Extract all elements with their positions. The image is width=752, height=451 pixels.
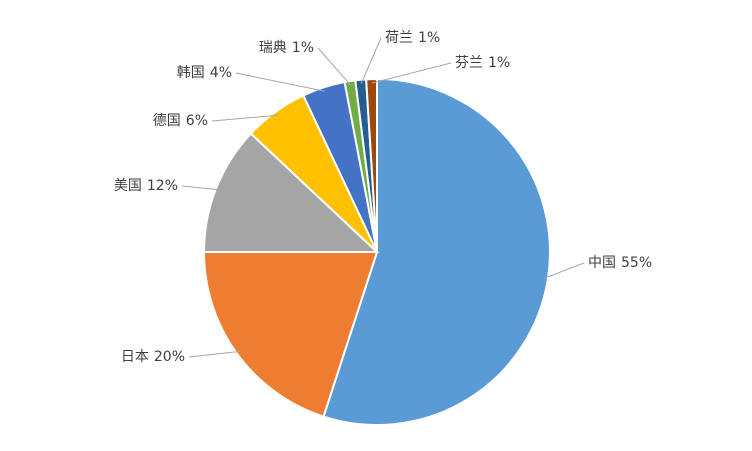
category-label: 日本: [121, 349, 149, 365]
category-label: 荷兰: [385, 30, 413, 46]
category-label: 德国: [153, 113, 181, 129]
leader-line: [371, 62, 452, 84]
value-label: 20%: [154, 349, 185, 365]
data-label: 美国 12%: [114, 178, 178, 194]
pie-slice: [322, 77, 551, 426]
value-label: 4%: [210, 65, 232, 81]
value-label: 1%: [292, 40, 314, 56]
category-label: 韩国: [177, 65, 205, 81]
pie-slice: [365, 77, 378, 253]
leader-line: [360, 37, 382, 84]
value-label: 12%: [147, 178, 178, 194]
value-label: 1%: [418, 30, 440, 46]
leader-line: [181, 185, 220, 191]
data-label: 中国 55%: [588, 255, 652, 271]
data-label: 瑞典 1%: [259, 40, 314, 56]
data-label: 德国 6%: [153, 113, 208, 129]
category-label: 中国: [588, 255, 616, 271]
leader-line: [543, 262, 585, 279]
data-label: 芬兰 1%: [455, 55, 510, 71]
value-label: 1%: [488, 55, 510, 71]
category-label: 瑞典: [259, 40, 287, 56]
leader-line: [317, 47, 351, 86]
value-label: 6%: [186, 113, 208, 129]
pie-slice: [202, 132, 380, 253]
pie-slice: [202, 251, 379, 418]
leader-line: [188, 350, 241, 358]
data-label: 日本 20%: [121, 349, 185, 365]
category-label: 美国: [114, 178, 142, 194]
category-label: 芬兰: [455, 55, 483, 71]
data-label: 荷兰 1%: [385, 30, 440, 46]
leader-line: [235, 72, 325, 92]
data-label: 韩国 4%: [177, 65, 232, 81]
leader-line: [211, 114, 278, 122]
value-label: 55%: [621, 255, 652, 271]
